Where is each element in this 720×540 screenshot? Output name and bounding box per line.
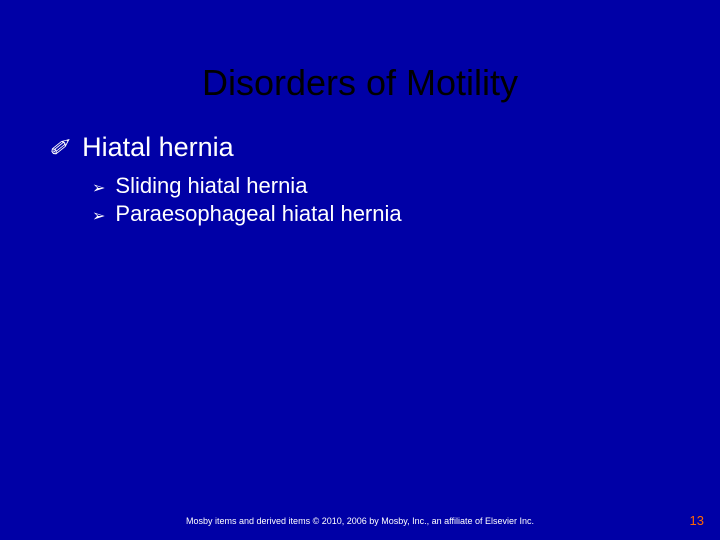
level1-text: Hiatal hernia	[82, 132, 234, 163]
slide-title: Disorders of Motility	[0, 0, 720, 132]
bullet-level1: ✐ Hiatal hernia	[48, 132, 720, 163]
copyright-footer: Mosby items and derived items © 2010, 20…	[0, 516, 720, 526]
level2-bullet-icon: ➢	[92, 206, 105, 226]
level2-bullet-icon: ➢	[92, 178, 105, 198]
level2-list: ➢ Sliding hiatal hernia ➢ Paraesophageal…	[48, 173, 720, 227]
level1-bullet-icon: ✐	[48, 134, 68, 163]
bullet-level2: ➢ Paraesophageal hiatal hernia	[92, 201, 720, 227]
level2-text: Paraesophageal hiatal hernia	[115, 201, 401, 227]
slide-content: ✐ Hiatal hernia ➢ Sliding hiatal hernia …	[0, 132, 720, 227]
page-number: 13	[690, 513, 704, 528]
level2-text: Sliding hiatal hernia	[115, 173, 307, 199]
bullet-level2: ➢ Sliding hiatal hernia	[92, 173, 720, 199]
